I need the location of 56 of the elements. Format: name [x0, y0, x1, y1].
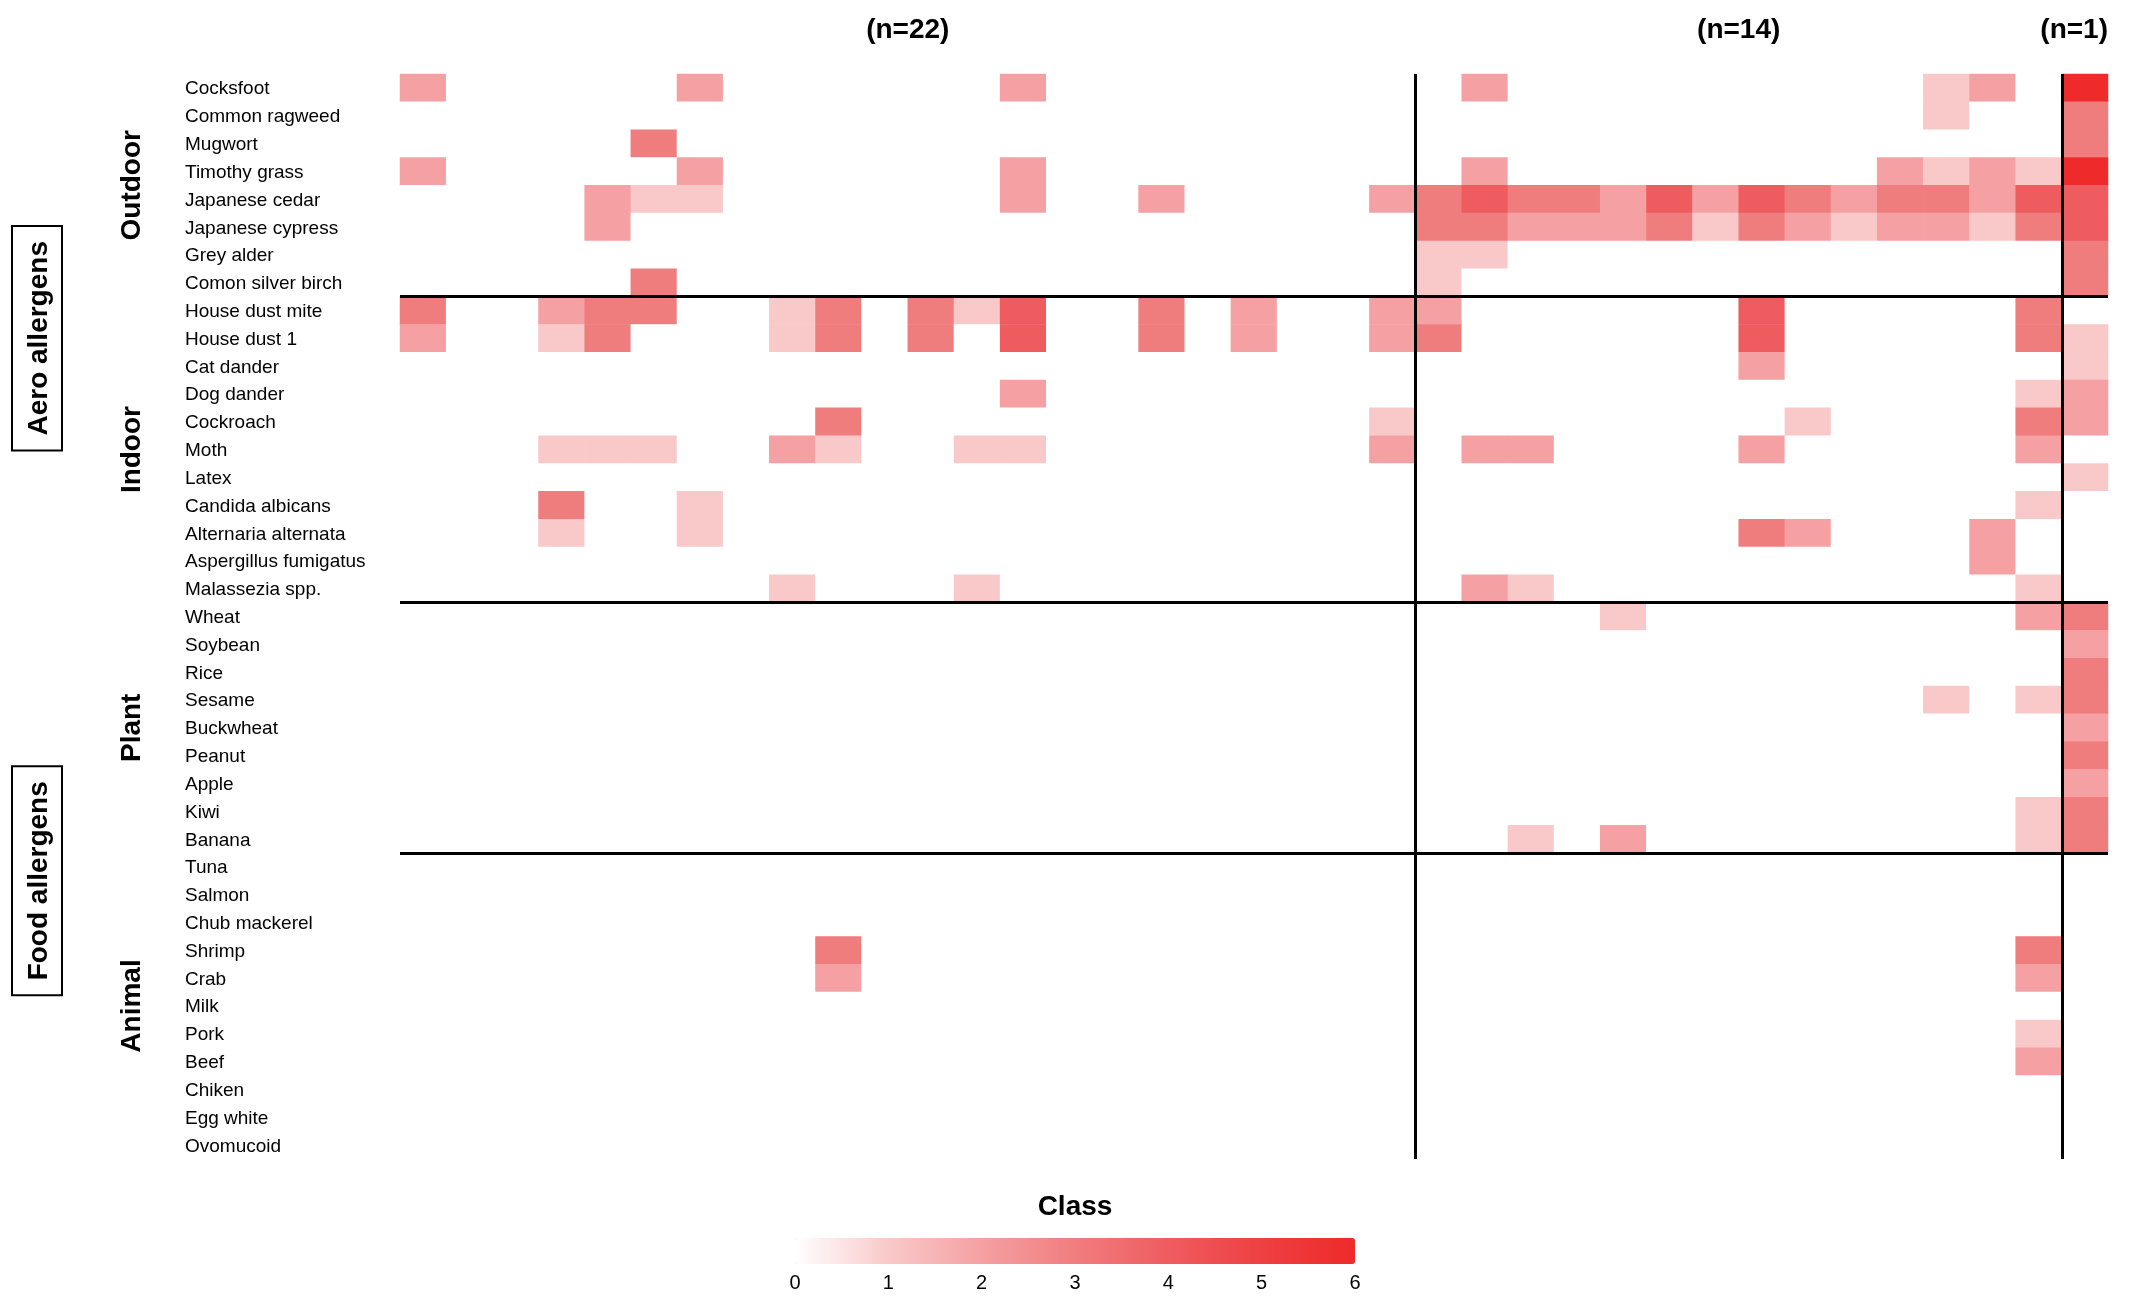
y-tick-label: Comon silver birch: [185, 272, 343, 294]
y-tick-label: Milk: [185, 995, 220, 1017]
color-bar-title: Class: [1037, 1189, 1113, 1221]
y-tick-label: Soybean: [185, 633, 261, 655]
text: Plant: [114, 693, 146, 763]
y-tick-label: Sesame: [185, 689, 255, 711]
y-tick-label: Tuna: [185, 856, 229, 878]
y-tick-label: Common ragweed: [185, 105, 341, 127]
y-tick-label: Timothy grass: [185, 160, 304, 182]
y-tick-label: Alternaria alternata: [185, 522, 346, 544]
text: (n=1): [2040, 12, 2108, 44]
y-tick-label: Cat dander: [185, 355, 280, 377]
y-tick-label: Chub mackerel: [185, 912, 313, 934]
text: Outdoor: [114, 129, 146, 241]
y-tick-label: Japanese cedar: [185, 188, 321, 210]
color-bar-label: 6: [1349, 1271, 1361, 1293]
y-tick-label: Egg white: [185, 1106, 269, 1128]
y-tick-label: Latex: [185, 466, 232, 488]
y-tick-label: Pork: [185, 1023, 225, 1045]
y-tick-label: Japanese cypress: [185, 216, 339, 238]
text: Indoor: [114, 405, 146, 494]
y-tick-label: House dust 1: [185, 327, 297, 349]
y-tick-label: Candida albicans: [185, 494, 331, 516]
color-bar-label: 0: [789, 1271, 801, 1293]
y-tick-label: Beef: [185, 1051, 225, 1073]
y-tick-label: Rice: [185, 661, 224, 683]
y-tick-label: Wheat: [185, 606, 241, 627]
color-bar-label: 5: [1256, 1271, 1268, 1293]
y-tick-label: Ovomucoid: [185, 1134, 282, 1156]
color-bar-label: 4: [1162, 1271, 1174, 1293]
y-tick-label: Mugwort: [185, 133, 259, 155]
color-bar-label: 2: [976, 1271, 988, 1293]
y-tick-label: House dust mite: [185, 299, 323, 321]
text: Aero allergens: [21, 241, 53, 436]
y-tick-label: Banana: [185, 828, 251, 850]
y-tick-label: Shrimp: [185, 939, 246, 961]
y-tick-label: Malassezia spp.: [185, 578, 322, 600]
y-tick-label: Buckwheat: [185, 717, 279, 739]
text: Animal: [114, 959, 146, 1053]
text: Food allergens: [21, 781, 53, 981]
y-tick-label: Grey alder: [185, 244, 275, 266]
y-tick-label: Cockroach: [185, 411, 276, 433]
text: (n=14): [1697, 12, 1781, 44]
y-tick-label: Dog dander: [185, 383, 285, 405]
y-tick-label: Apple: [185, 772, 234, 794]
text: (n=22): [866, 12, 950, 44]
color-bar-label: 1: [882, 1271, 894, 1293]
y-tick-label: Salmon: [185, 884, 250, 906]
y-tick-label: Crab: [185, 967, 227, 989]
color-bar-label: 3: [1069, 1271, 1081, 1293]
y-tick-label: Cocksfoot: [185, 77, 271, 99]
y-tick-label: Kiwi: [185, 800, 220, 822]
y-tick-label: Moth: [185, 439, 228, 461]
y-tick-label: Aspergillus fumigatus: [185, 550, 366, 572]
y-tick-label: Peanut: [185, 745, 246, 767]
y-tick-label: Chiken: [185, 1078, 245, 1100]
